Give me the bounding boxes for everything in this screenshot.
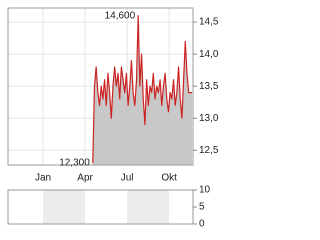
- y-tick-label: 14,5: [199, 17, 219, 28]
- chart: 12,5 13,0 13,5 14,0 14,5 Jan Apr Jul Okt 14,600 12…: [7, 7, 219, 230]
- volume-band: [43, 190, 86, 224]
- y-tick-label: 13,5: [199, 81, 219, 92]
- annotation: 14,600: [105, 10, 136, 21]
- x-tick-label: Apr: [77, 173, 93, 184]
- y-tick-label: 14,0: [199, 49, 219, 60]
- volume-band: [127, 190, 170, 224]
- y-tick-label: 12,5: [199, 145, 219, 156]
- plot-frame: [7, 7, 194, 166]
- price-line: [92, 15, 193, 164]
- annotation: 12,300: [59, 158, 90, 169]
- volume-y-tick-label: 5: [199, 202, 205, 213]
- x-tick-label: Jul: [121, 173, 134, 184]
- x-tick-label: Jan: [35, 173, 51, 184]
- volume-y-tick-label: 10: [199, 185, 211, 196]
- x-tick-label: Okt: [161, 173, 177, 184]
- y-tick-label: 13,0: [199, 113, 219, 124]
- volume-y-tick-label: 0: [199, 219, 205, 230]
